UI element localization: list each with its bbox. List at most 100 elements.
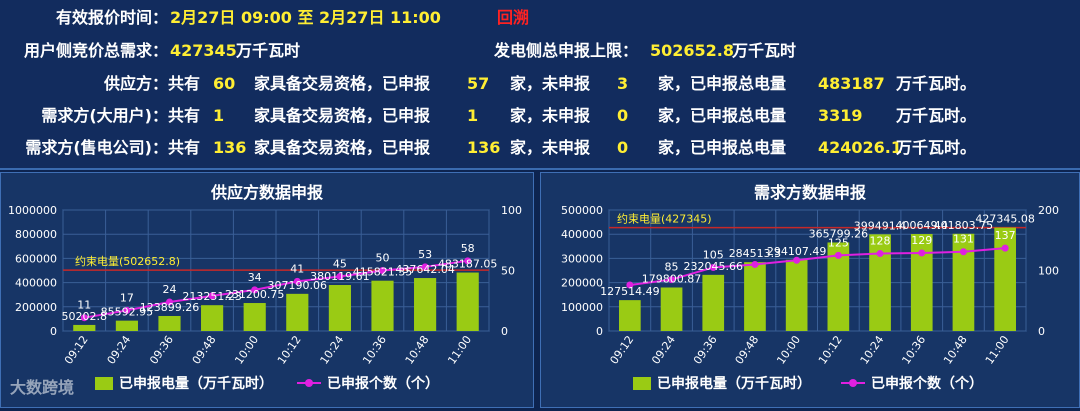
demand-chart-title: 需求方数据申报 <box>753 183 866 202</box>
bar <box>827 242 850 331</box>
suffix-text: 万千瓦时。 <box>896 74 977 93</box>
bar-value-label: 294107.49 <box>767 245 827 258</box>
count-point <box>668 276 676 284</box>
count-value-label: 137 <box>995 229 1016 242</box>
count-point <box>251 286 259 294</box>
left-axis-tick-label: 600000 <box>15 252 57 265</box>
summary-panel: 有效报价时间： 2月27日 09:00 至 2月27日 11:00 回溯 用户侧… <box>0 0 1080 170</box>
gen-limit-label: 发电侧总申报上限： <box>494 41 639 60</box>
bar-value-label: 232045.66 <box>684 260 744 273</box>
right-axis-tick-label: 0 <box>501 325 508 338</box>
declared-energy: 3319 <box>818 106 863 125</box>
count-value-label: 17 <box>120 291 134 304</box>
energy-text: 家，已申报总电量 <box>658 74 787 93</box>
bar <box>952 233 975 331</box>
left-axis-tick-label: 400000 <box>561 228 603 241</box>
bar-value-label: 401803.75 <box>934 219 994 232</box>
count-point <box>208 292 216 300</box>
undeclared-text: 家，未申报 <box>510 138 591 157</box>
bar-value-label: 179800.87 <box>642 272 702 285</box>
bar-value-label: 427345.08 <box>975 213 1034 226</box>
undeclared-text: 家，未申报 <box>510 106 591 125</box>
count-point <box>1001 244 1009 252</box>
bar-value-label: 50202.8 <box>62 310 108 323</box>
bar-value-label: 284513.3 <box>729 247 782 260</box>
legend-line-label: 已申报个数（个） <box>871 376 983 392</box>
participant-label: 需求方(售电公司)： <box>25 138 168 157</box>
energy-text: 家，已申报总电量 <box>658 138 787 157</box>
bar <box>371 280 394 331</box>
left-axis-tick-label: 400000 <box>15 277 57 290</box>
count-point <box>421 263 429 271</box>
x-axis-tick-label: 09:48 <box>733 333 762 366</box>
supply-chart-title: 供应方数据申报 <box>210 183 323 202</box>
declared-count: 136 <box>467 138 501 157</box>
count-line <box>84 259 468 319</box>
bar <box>456 272 479 331</box>
count-value-label: 11 <box>77 299 91 312</box>
count-value-label: 85 <box>665 261 679 274</box>
constraint-label: 约束电量(427345) <box>617 213 712 226</box>
line-legend-swatch <box>841 379 865 387</box>
count-line <box>629 247 1006 287</box>
right-axis-tick-label: 50 <box>501 265 515 278</box>
legend-declared-count[interactable]: 已申报个数（个） <box>297 373 439 393</box>
watermark: 大数跨境 <box>10 378 75 397</box>
bar-value-label: 123899.26 <box>140 301 200 314</box>
gen-limit-value: 502652.8 <box>650 41 735 60</box>
participant-label: 需求方(大用户)： <box>41 106 168 125</box>
supply-chart-panel: 供应方数据申报 0 200000 400000 600000 800000 1000000… <box>0 172 534 408</box>
count-value-label: 53 <box>418 248 432 261</box>
count-point <box>626 281 634 289</box>
qualified-count: 136 <box>213 138 247 157</box>
legend-declared-count[interactable]: 已申报个数（个） <box>841 373 983 393</box>
bar <box>910 234 933 331</box>
x-axis-tick-label: 09:24 <box>649 333 678 366</box>
participant-label: 供应方： <box>103 74 168 93</box>
declared-count: 57 <box>467 74 490 93</box>
count-point <box>123 306 131 314</box>
left-axis-tick-label: 200000 <box>561 277 603 290</box>
participant-row: 供应方： 共有 60 家具备交易资格，已申报 57 家，未申报 3 家，已申报总电量 48318… <box>0 70 1080 98</box>
bar <box>414 278 437 331</box>
x-axis-tick-label: 10:24 <box>858 333 887 366</box>
bar <box>328 285 351 331</box>
bar-legend-swatch <box>633 376 651 390</box>
undeclared-text: 家，未申报 <box>510 74 591 93</box>
bar <box>702 274 725 331</box>
quote-time-label: 有效报价时间： <box>55 8 168 27</box>
legend-line-label: 已申报个数（个） <box>327 376 439 392</box>
count-point <box>876 250 884 258</box>
bar-value-label: 380119.61 <box>310 270 370 283</box>
legend-declared-energy[interactable]: 已申报电量（万千瓦时） <box>633 373 811 393</box>
right-axis-tick-label: 200 <box>1038 204 1059 217</box>
demand-chart: 0 100000 200000 300000 400000 500000 0 100 200 约束… <box>561 204 1059 367</box>
prefix-text: 共有 <box>168 74 201 93</box>
user-demand-label: 用户侧竞价总需求： <box>23 41 168 60</box>
count-point <box>464 257 472 265</box>
count-point <box>293 277 301 285</box>
left-axis-tick-label: 1000000 <box>8 204 57 217</box>
x-axis-tick-label: 09:36 <box>691 333 720 366</box>
x-axis-tick-label: 11:00 <box>983 333 1012 366</box>
right-axis-tick-label: 100 <box>1038 265 1059 278</box>
prefix-text: 共有 <box>168 138 201 157</box>
participant-row: 需求方(大用户)： 共有 1 家具备交易资格，已申报 1 家，未申报 0 家，已申报总电量 33… <box>0 102 1080 130</box>
bar-legend-swatch <box>95 376 113 390</box>
line-legend-swatch <box>297 379 321 387</box>
count-value-label: 125 <box>828 236 849 249</box>
qualified-count: 1 <box>213 106 225 125</box>
replay-link[interactable]: 回溯 <box>497 8 530 27</box>
qualified-text: 家具备交易资格，已申报 <box>254 74 431 93</box>
legend-declared-energy[interactable]: 已申报电量（万千瓦时） <box>95 373 273 393</box>
count-value-label: 41 <box>290 262 304 275</box>
legend-bar-label: 已申报电量（万千瓦时） <box>119 376 273 392</box>
x-axis-tick-label: 10:12 <box>275 333 304 366</box>
quote-time-value: 2月27日 09:00 至 2月27日 11:00 <box>170 8 441 27</box>
left-axis-tick-label: 100000 <box>561 301 603 314</box>
bar-value-label: 437642.04 <box>395 263 455 276</box>
bar <box>660 287 683 331</box>
qualified-text: 家具备交易资格，已申报 <box>254 138 431 157</box>
suffix-text: 万千瓦时。 <box>896 106 977 125</box>
bar <box>869 234 891 331</box>
